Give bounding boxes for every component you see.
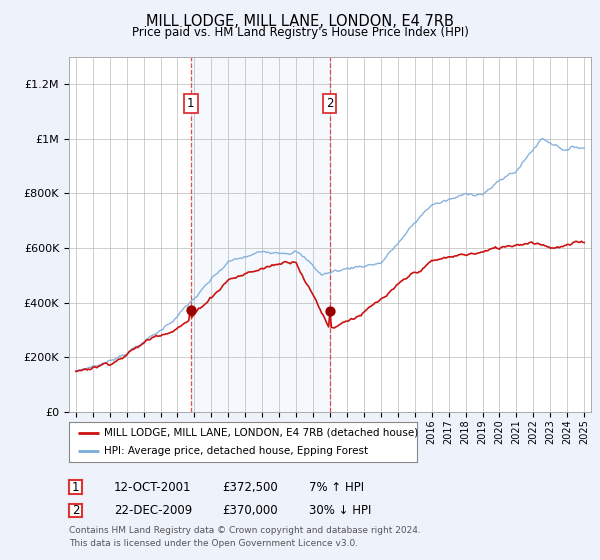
- Text: £372,500: £372,500: [222, 480, 278, 494]
- Text: 1: 1: [72, 480, 79, 494]
- Point: [186, 306, 196, 315]
- Text: 30% ↓ HPI: 30% ↓ HPI: [309, 504, 371, 517]
- Text: 12-OCT-2001: 12-OCT-2001: [114, 480, 191, 494]
- Text: Price paid vs. HM Land Registry's House Price Index (HPI): Price paid vs. HM Land Registry's House …: [131, 26, 469, 39]
- Text: 22-DEC-2009: 22-DEC-2009: [114, 504, 192, 517]
- Text: 7% ↑ HPI: 7% ↑ HPI: [309, 480, 364, 494]
- Text: Contains HM Land Registry data © Crown copyright and database right 2024.
This d: Contains HM Land Registry data © Crown c…: [69, 526, 421, 548]
- Text: MILL LODGE, MILL LANE, LONDON, E4 7RB: MILL LODGE, MILL LANE, LONDON, E4 7RB: [146, 14, 454, 29]
- Text: 2: 2: [326, 97, 334, 110]
- Text: £370,000: £370,000: [222, 504, 278, 517]
- Text: 2: 2: [72, 504, 79, 517]
- Text: MILL LODGE, MILL LANE, LONDON, E4 7RB (detached house): MILL LODGE, MILL LANE, LONDON, E4 7RB (d…: [104, 428, 418, 437]
- Point: [325, 306, 334, 315]
- Text: HPI: Average price, detached house, Epping Forest: HPI: Average price, detached house, Eppi…: [104, 446, 368, 456]
- Bar: [191, 57, 329, 412]
- Text: 1: 1: [187, 97, 194, 110]
